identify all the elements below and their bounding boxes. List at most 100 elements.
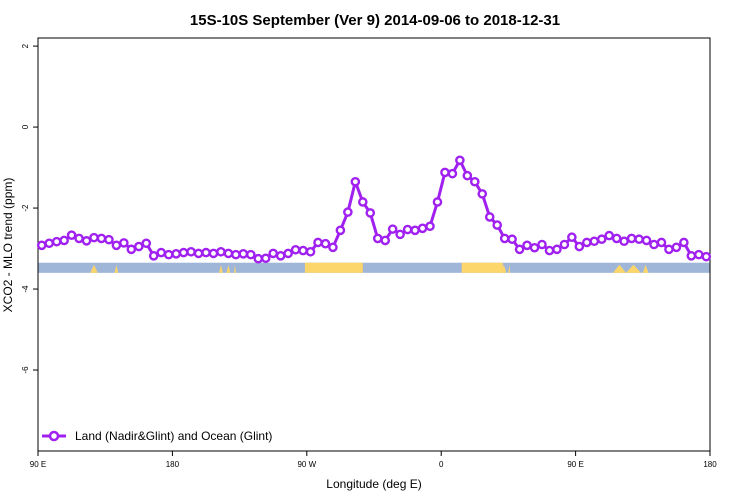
- data-point: [455, 155, 465, 166]
- data-point: [208, 248, 219, 259]
- data-point: [178, 247, 189, 258]
- x-tick-label: 90 W: [297, 460, 316, 469]
- data-point: [66, 230, 77, 240]
- data-point: [537, 239, 547, 250]
- data-point: [514, 244, 525, 255]
- data-point: [619, 236, 629, 247]
- legend: Land (Nadir&Glint) and Ocean (Glint): [42, 429, 272, 443]
- data-point: [380, 235, 391, 246]
- data-point: [44, 238, 55, 249]
- data-point: [171, 249, 181, 259]
- land-span: [461, 262, 503, 273]
- land-patch: [226, 264, 231, 273]
- land-span: [304, 262, 361, 273]
- data-point: [499, 233, 510, 244]
- data-point: [477, 189, 488, 199]
- data-point: [126, 244, 137, 255]
- data-point: [492, 220, 503, 230]
- x-axis: 90 E 180 90 W 0 90 E 180: [30, 451, 717, 469]
- x-tick-label: 90 E: [567, 460, 583, 469]
- data-point: [462, 170, 473, 181]
- data-point: [634, 234, 644, 245]
- data-point: [81, 236, 92, 246]
- data-point: [365, 208, 376, 218]
- data-point: [552, 244, 562, 255]
- data-point: [664, 244, 674, 255]
- data-point: [372, 233, 383, 244]
- data-point: [350, 176, 361, 187]
- data-point: [104, 234, 114, 245]
- land-patch: [90, 264, 98, 273]
- surface-strip: [38, 262, 710, 273]
- data-point: [335, 225, 346, 236]
- data-point: [163, 249, 174, 260]
- data-point: [559, 239, 570, 250]
- land-patch: [508, 264, 511, 273]
- data-point: [245, 249, 256, 260]
- data-point: [186, 246, 196, 257]
- y-tick-label: 0: [21, 124, 30, 129]
- ocean-band: [38, 262, 710, 273]
- data-point: [74, 233, 84, 244]
- land-span: [360, 262, 363, 273]
- series-layer: [36, 155, 712, 264]
- data-point: [604, 230, 615, 241]
- data-point: [402, 224, 413, 235]
- data-point: [574, 241, 585, 252]
- legend-label: Land (Nadir&Glint) and Ocean (Glint): [75, 429, 272, 443]
- data-point: [305, 246, 316, 257]
- land-patch: [234, 264, 236, 273]
- data-point: [223, 248, 234, 259]
- data-point: [51, 236, 62, 247]
- data-point: [320, 238, 331, 249]
- data-point: [611, 233, 622, 244]
- data-point: [238, 249, 249, 259]
- land-patch: [500, 264, 507, 273]
- land-patch: [219, 264, 223, 273]
- data-point: [469, 176, 480, 187]
- data-point: [253, 253, 264, 264]
- data-point: [596, 234, 607, 245]
- data-point: [193, 248, 204, 259]
- x-tick-label: 90 E: [30, 460, 46, 469]
- data-point: [290, 244, 301, 255]
- x-tick-label: 180: [166, 460, 180, 469]
- data-point: [313, 237, 323, 248]
- x-axis-label: Longitude (deg E): [326, 477, 421, 491]
- y-tick-label: -2: [21, 204, 30, 212]
- data-point: [156, 247, 166, 258]
- data-point: [425, 221, 435, 232]
- data-point: [111, 240, 122, 251]
- data-point: [59, 235, 69, 246]
- data-point: [701, 251, 712, 262]
- data-point: [529, 242, 540, 253]
- land-patch: [114, 264, 119, 273]
- data-point: [298, 245, 308, 256]
- data-point: [119, 238, 129, 248]
- data-point: [417, 223, 428, 234]
- data-point: [582, 237, 592, 248]
- data-point: [589, 236, 600, 247]
- y-tick-label: 2: [21, 43, 30, 48]
- data-point: [395, 229, 405, 240]
- data-point: [410, 225, 420, 236]
- data-point: [89, 232, 99, 243]
- data-point: [268, 248, 279, 259]
- data-point: [201, 247, 211, 258]
- legend-point-marker: [48, 430, 60, 442]
- data-point: [283, 248, 293, 259]
- data-point: [148, 251, 159, 261]
- data-point: [484, 212, 495, 222]
- data-point: [447, 168, 458, 179]
- data-point: [440, 167, 450, 178]
- data-point: [275, 251, 286, 261]
- y-tick-label: -6: [21, 366, 30, 374]
- land-patch: [612, 264, 626, 273]
- data-point: [432, 197, 443, 207]
- land-patch: [642, 264, 649, 273]
- data-point: [231, 249, 241, 260]
- data-point: [522, 240, 532, 251]
- data-point: [649, 239, 659, 250]
- data-point: [507, 234, 517, 245]
